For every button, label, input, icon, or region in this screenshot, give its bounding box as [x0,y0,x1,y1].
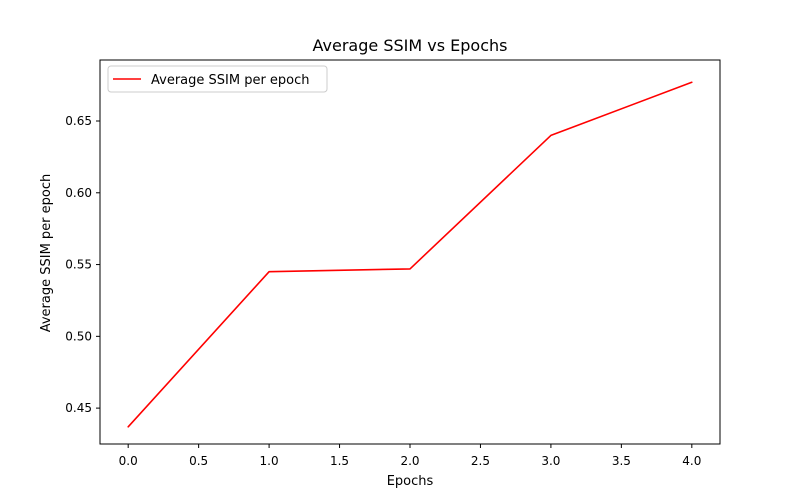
legend-entry-label: Average SSIM per epoch [151,73,310,88]
x-tick-label: 1.5 [330,454,349,468]
y-tick-label: 0.55 [65,258,92,272]
y-axis-label: Average SSIM per epoch [39,174,54,333]
chart-title: Average SSIM vs Epochs [313,36,508,55]
x-tick-label: 2.0 [400,454,419,468]
x-tick-label: 4.0 [682,454,701,468]
legend-box [107,65,328,93]
series-layer [127,81,693,428]
x-axis-ticks: 0.0 0.5 1.0 1.5 2.0 2.5 3.0 3.5 4.0 [119,444,701,468]
x-tick-label: 3.5 [612,454,631,468]
y-tick-label: 0.50 [65,329,92,343]
x-axis-label: Epochs [387,474,434,489]
x-tick-label: 1.0 [260,454,279,468]
y-tick-label: 0.45 [65,401,92,415]
x-tick-label: 0.0 [119,454,138,468]
y-axis-ticks: 0.45 0.50 0.55 0.60 0.65 [65,114,100,415]
x-tick-label: 2.5 [471,454,490,468]
series-line [127,81,693,428]
x-tick-label: 0.5 [189,454,208,468]
plot-area-frame [99,59,721,445]
legend: Average SSIM per epoch [107,65,328,93]
x-tick-label: 3.0 [541,454,560,468]
y-tick-label: 0.60 [65,186,92,200]
y-tick-label: 0.65 [65,114,92,128]
